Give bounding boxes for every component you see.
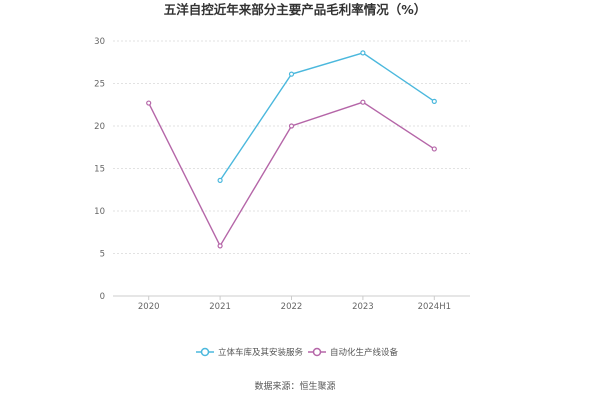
series-lines bbox=[146, 50, 437, 249]
legend-marker-series-1 bbox=[200, 347, 210, 357]
legend-marker-series-2 bbox=[312, 347, 322, 357]
grid-lines bbox=[113, 40, 470, 254]
chart-title: 五洋自控近年来部分主要产品毛利率情况（%） bbox=[164, 2, 427, 17]
x-tick-label: 2024H1 bbox=[418, 302, 451, 312]
x-tick-label: 2022 bbox=[281, 302, 303, 312]
source-note: 数据来源：恒生聚源 bbox=[254, 380, 335, 392]
x-tick-label: 2021 bbox=[209, 302, 231, 312]
data-point-series-1[interactable] bbox=[288, 71, 295, 77]
x-tick-label: 2023 bbox=[352, 302, 374, 312]
legend-label-series-1: 立体车库及其安装服务 bbox=[218, 347, 304, 358]
y-tick-label: 10 bbox=[94, 207, 105, 217]
legend-item-series-1[interactable]: 立体车库及其安装服务 bbox=[196, 347, 304, 358]
data-point-series-2[interactable] bbox=[288, 123, 295, 129]
legend: 立体车库及其安装服务 自动化生产线设备 bbox=[196, 347, 399, 358]
data-point-series-2[interactable] bbox=[146, 100, 152, 106]
y-tick-label: 20 bbox=[94, 122, 105, 132]
data-point-series-2[interactable] bbox=[217, 243, 223, 249]
y-tick-label: 30 bbox=[94, 37, 105, 47]
data-point-series-2[interactable] bbox=[360, 99, 366, 105]
data-point-series-1[interactable] bbox=[431, 98, 437, 104]
data-point-series-1[interactable] bbox=[360, 50, 366, 56]
y-tick-label: 15 bbox=[94, 165, 105, 175]
y-tick-label: 0 bbox=[100, 292, 105, 302]
axes: 0 5 10 15 20 25 30 2020 2021 2022 2023 2024H1 bbox=[94, 37, 470, 312]
data-point-series-1[interactable] bbox=[217, 177, 223, 183]
x-tick-label: 2020 bbox=[138, 302, 160, 312]
data-point-series-2[interactable] bbox=[431, 146, 437, 152]
legend-item-series-2[interactable]: 自动化生产线设备 bbox=[308, 347, 399, 358]
y-tick-label: 5 bbox=[100, 250, 105, 260]
legend-label-series-2: 自动化生产线设备 bbox=[330, 347, 399, 358]
y-tick-label: 25 bbox=[94, 80, 105, 90]
series-line-1 bbox=[219, 52, 435, 181]
